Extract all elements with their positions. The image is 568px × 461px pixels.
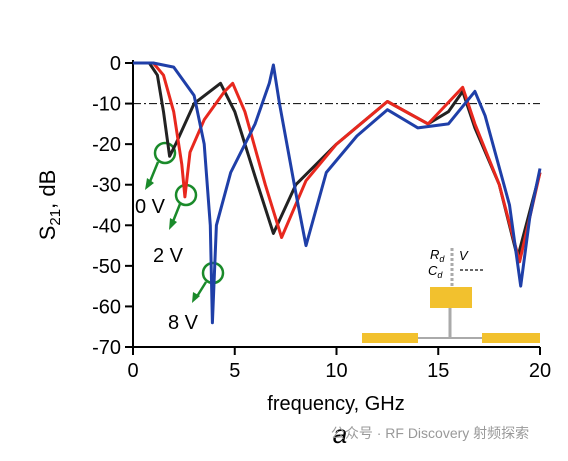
- x-tick-label: 0: [127, 360, 138, 382]
- inset-label: Cd: [428, 263, 443, 280]
- series-label: 0 V: [135, 196, 166, 218]
- y-tick-label: -60: [92, 296, 121, 318]
- x-tick-label: 15: [427, 360, 449, 382]
- y-tick-label: -10: [92, 94, 121, 116]
- panel-label: a: [333, 419, 347, 449]
- inset-label: V: [459, 248, 469, 263]
- y-tick-label: -30: [92, 175, 121, 197]
- series-line: [133, 61, 542, 325]
- y-axis-label: S21, dB: [35, 170, 64, 241]
- x-tick-label: 10: [325, 360, 347, 382]
- y-tick-label: -20: [92, 134, 121, 156]
- x-tick-label: 5: [229, 360, 240, 382]
- watermark: 公众号 · RF Discovery 射频探索: [331, 425, 529, 441]
- arrow-heads: [145, 178, 200, 303]
- y-tick-label: 0: [110, 53, 121, 75]
- inset-circuit: [362, 248, 540, 343]
- y-tick-label: -50: [92, 256, 121, 278]
- inset-label: Rd: [430, 247, 445, 264]
- y-tick-label: -40: [92, 215, 121, 237]
- x-axis-label: frequency, GHz: [267, 393, 404, 415]
- series-label: 8 V: [168, 312, 199, 334]
- series-line: [133, 61, 542, 264]
- x-tick-label: 20: [529, 360, 551, 382]
- y-tick-label: -70: [92, 337, 121, 359]
- series-label: 2 V: [153, 245, 184, 267]
